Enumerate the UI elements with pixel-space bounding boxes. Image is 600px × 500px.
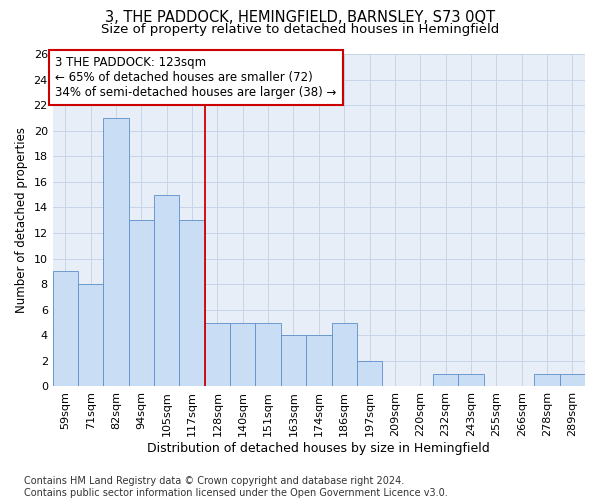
Bar	[230, 322, 256, 386]
Bar	[357, 361, 382, 386]
Bar	[433, 374, 458, 386]
Bar	[154, 194, 179, 386]
X-axis label: Distribution of detached houses by size in Hemingfield: Distribution of detached houses by size …	[148, 442, 490, 455]
Bar	[560, 374, 585, 386]
Text: 3 THE PADDOCK: 123sqm
← 65% of detached houses are smaller (72)
34% of semi-deta: 3 THE PADDOCK: 123sqm ← 65% of detached …	[55, 56, 337, 98]
Bar	[256, 322, 281, 386]
Bar	[103, 118, 129, 386]
Bar	[332, 322, 357, 386]
Bar	[535, 374, 560, 386]
Bar	[78, 284, 103, 386]
Bar	[306, 336, 332, 386]
Bar	[53, 272, 78, 386]
Text: 3, THE PADDOCK, HEMINGFIELD, BARNSLEY, S73 0QT: 3, THE PADDOCK, HEMINGFIELD, BARNSLEY, S…	[105, 10, 495, 25]
Bar	[129, 220, 154, 386]
Bar	[458, 374, 484, 386]
Text: Contains HM Land Registry data © Crown copyright and database right 2024.
Contai: Contains HM Land Registry data © Crown c…	[24, 476, 448, 498]
Bar	[281, 336, 306, 386]
Bar	[205, 322, 230, 386]
Text: Size of property relative to detached houses in Hemingfield: Size of property relative to detached ho…	[101, 22, 499, 36]
Y-axis label: Number of detached properties: Number of detached properties	[15, 127, 28, 313]
Bar	[179, 220, 205, 386]
